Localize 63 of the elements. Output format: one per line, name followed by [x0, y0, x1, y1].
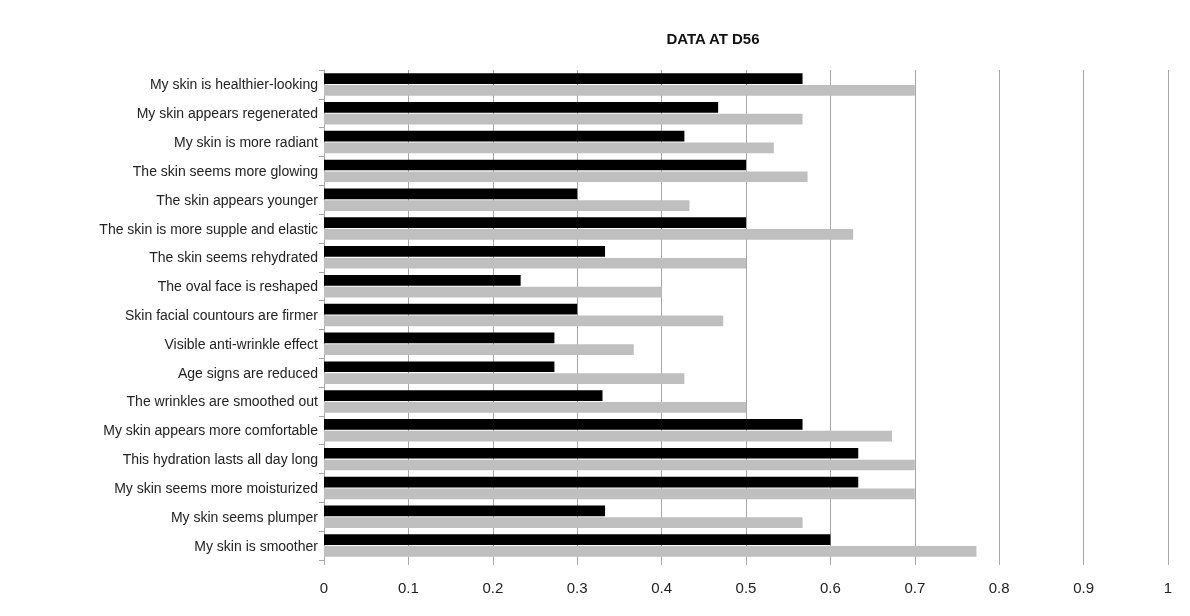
- y-tick-label: My skin seems plumper: [170, 508, 319, 525]
- x-tick-label: 0.8: [988, 579, 1010, 596]
- bar: [324, 286, 662, 298]
- bar: [324, 142, 774, 154]
- bar: [324, 447, 859, 459]
- bar: [324, 200, 690, 211]
- bar: [324, 257, 746, 269]
- x-tick-label: 0.7: [904, 579, 926, 596]
- bar: [324, 101, 719, 113]
- bar: [324, 505, 606, 517]
- x-tick-label: 0.6: [819, 579, 841, 596]
- y-tick-label: The skin seems more glowing: [132, 162, 318, 179]
- y-tick-label: The wrinkles are smoothed out: [126, 393, 319, 410]
- bar: [324, 217, 746, 228]
- bar: [324, 517, 803, 529]
- y-tick-label: This hydration lasts all day long: [122, 451, 318, 468]
- bar: [324, 113, 803, 125]
- bar: [324, 188, 578, 200]
- y-tick-label: The skin appears younger: [156, 191, 319, 208]
- bar: [324, 419, 803, 430]
- bar: [324, 84, 915, 96]
- bar: [324, 390, 603, 401]
- y-tick-label: Age signs are reduced: [177, 364, 318, 381]
- x-tick-label: 0.5: [735, 579, 757, 596]
- bar: [324, 459, 915, 471]
- bar: [324, 159, 746, 171]
- y-tick-label: The oval face is reshaped: [157, 278, 318, 295]
- bar: [324, 171, 808, 183]
- bar: [324, 546, 977, 557]
- y-tick-label: The skin seems rehydrated: [149, 249, 318, 266]
- bar: [324, 344, 634, 356]
- bar: [324, 229, 854, 240]
- bar: [324, 130, 685, 142]
- bar: [324, 402, 746, 413]
- x-tick-label: 0.1: [397, 579, 419, 596]
- bar: [324, 73, 803, 84]
- bar: [324, 476, 859, 488]
- bar: [324, 361, 555, 373]
- y-tick-label: Skin facial countours are firmer: [125, 307, 319, 323]
- bar: [324, 303, 578, 315]
- x-tick-label: 1: [1163, 579, 1173, 596]
- bar: [324, 534, 831, 546]
- y-tick-label: My skin is smoother: [194, 537, 319, 554]
- y-tick-label: The skin is more supple and elastic: [99, 220, 318, 237]
- bar: [324, 373, 685, 384]
- y-tick-label: My skin appears regenerated: [136, 105, 318, 122]
- x-tick-label: 0.3: [566, 579, 588, 596]
- bar: [324, 488, 915, 500]
- bar: [324, 246, 606, 257]
- x-tick-label: 0.2: [482, 579, 504, 596]
- x-tick-label: 0.9: [1073, 579, 1095, 596]
- x-tick-label: 0.4: [651, 579, 673, 596]
- bar: [324, 430, 893, 442]
- y-tick-label: My skin is more radiant: [174, 134, 319, 151]
- y-tick-label: Visible anti-wrinkle effect: [164, 335, 319, 352]
- y-tick-label: My skin is healthier-looking: [149, 76, 318, 93]
- bar: [324, 274, 521, 286]
- bar: [324, 332, 555, 344]
- chart-title: DATA AT D56: [666, 30, 760, 47]
- y-tick-label: My skin seems more moisturized: [114, 479, 318, 496]
- x-tick-label: 0: [319, 579, 329, 596]
- y-tick-label: My skin appears more comfortable: [103, 422, 319, 439]
- bar: [324, 315, 724, 327]
